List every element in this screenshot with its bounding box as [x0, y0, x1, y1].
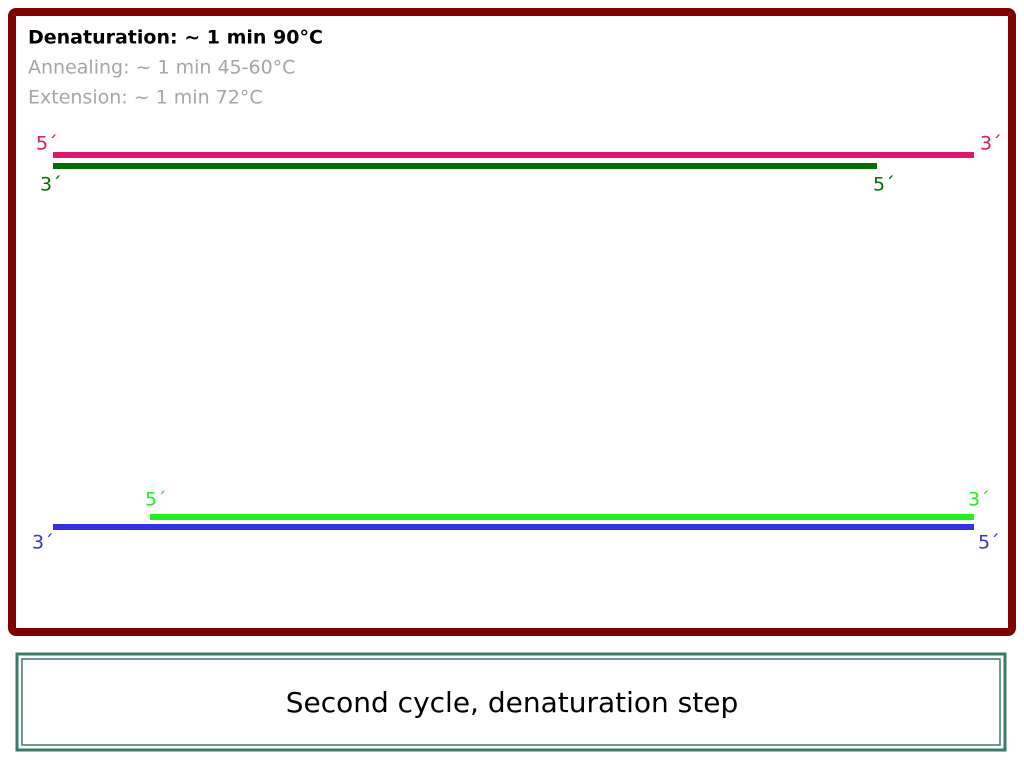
strand-end-label: 3´ [32, 532, 54, 554]
caption: Second cycle, denaturation step [286, 686, 739, 719]
step-annealing: Annealing: ~ 1 min 45-60°C [28, 57, 295, 79]
strand-end-label: 3´ [980, 133, 1002, 155]
step-extension: Extension: ~ 1 min 72°C [28, 87, 263, 109]
caption-box-inner [21, 658, 1001, 746]
strand-end-label: 5´ [36, 133, 58, 155]
step-denaturation: Denaturation: ~ 1 min 90°C [28, 27, 323, 49]
strand-end-label: 3´ [968, 489, 990, 511]
strand-end-label: 5´ [978, 532, 1000, 554]
caption-box-outer [15, 652, 1007, 752]
strand-end-label: 5´ [873, 174, 895, 196]
strand-end-label: 5´ [145, 489, 167, 511]
strand-end-label: 3´ [40, 174, 62, 196]
